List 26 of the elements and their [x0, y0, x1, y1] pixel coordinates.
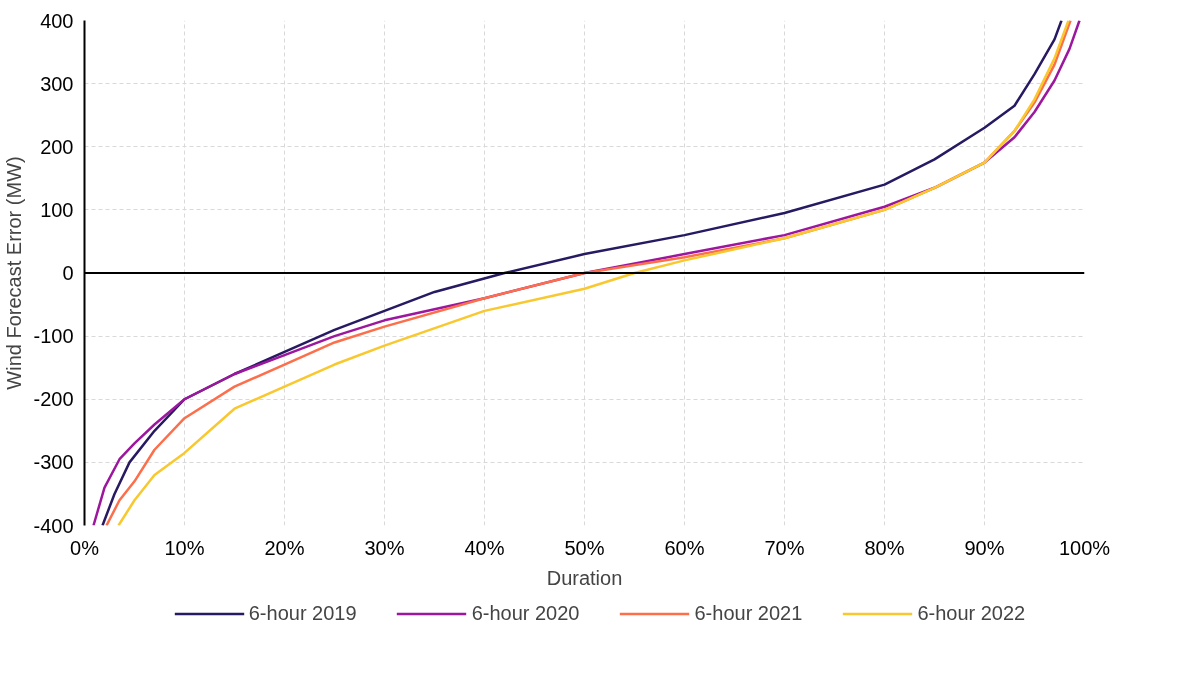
y-tick-label: 100 — [40, 198, 74, 221]
y-axis-title: Wind Forecast Error (MW) — [3, 156, 26, 390]
x-tick-label: 100% — [1058, 536, 1111, 559]
x-tick-label: 60% — [664, 536, 705, 559]
y-tick-label: 200 — [40, 135, 74, 158]
x-tick-label: 90% — [964, 536, 1005, 559]
x-tick-label: 10% — [164, 536, 205, 559]
x-tick-label: 40% — [464, 536, 505, 559]
y-tick-label: 400 — [40, 9, 74, 32]
legend-label: 6-hour 2021 — [694, 601, 803, 625]
legend-label: 6-hour 2020 — [471, 601, 580, 625]
x-tick-label: 30% — [364, 536, 405, 559]
x-tick-label: 80% — [864, 536, 905, 559]
y-tick-label: -100 — [33, 325, 74, 348]
y-tick-label: 0 — [62, 262, 74, 284]
y-tick-label: 300 — [40, 72, 74, 95]
x-tick-label: 20% — [264, 536, 305, 559]
x-axis-title: Duration — [546, 566, 623, 589]
x-tick-label: 70% — [764, 536, 805, 559]
legend-label: 6-hour 2022 — [917, 601, 1026, 625]
legend-label: 6-hour 2019 — [248, 601, 357, 625]
y-tick-label: -200 — [33, 388, 74, 411]
x-tick-label: 0% — [70, 536, 100, 559]
y-tick-label: -400 — [33, 514, 74, 537]
x-tick-label: 50% — [564, 536, 605, 559]
y-tick-label: -300 — [33, 451, 74, 474]
